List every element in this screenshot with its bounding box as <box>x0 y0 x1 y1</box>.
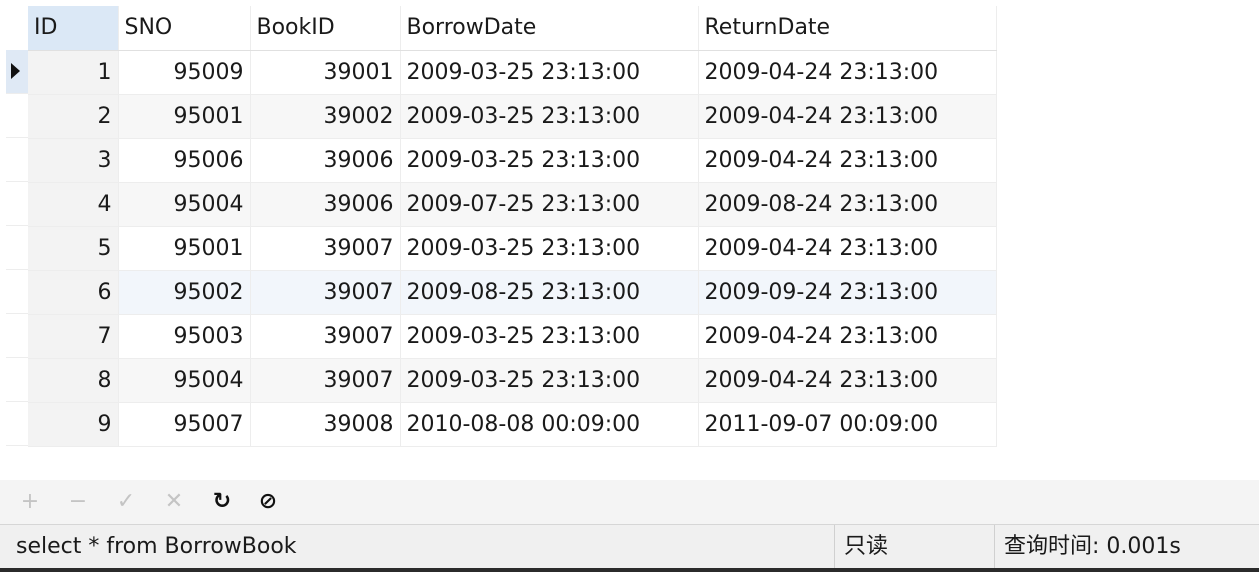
discard-changes-button[interactable]: ✕ <box>160 488 188 516</box>
table-row[interactable]: 2 95001 39002 2009-03-25 23:13:00 2009-04-24… <box>28 94 997 139</box>
row-indicator[interactable] <box>6 94 28 138</box>
cell-bookid[interactable]: 39001 <box>250 50 401 95</box>
cell-sno[interactable]: 95004 <box>118 182 251 227</box>
cell-id[interactable]: 4 <box>28 182 119 227</box>
apply-changes-button[interactable]: ✓ <box>112 488 140 516</box>
window-bottom-edge <box>0 568 1259 572</box>
cell-sno[interactable]: 95004 <box>118 358 251 403</box>
cell-borrow[interactable]: 2009-03-25 23:13:00 <box>400 314 699 359</box>
minus-icon: − <box>68 489 88 514</box>
cell-id[interactable]: 5 <box>28 226 119 271</box>
cell-id[interactable]: 7 <box>28 314 119 359</box>
row-indicator[interactable] <box>6 182 28 226</box>
table-row[interactable]: 8 95004 39007 2009-03-25 23:13:00 2009-04-24… <box>28 358 997 403</box>
column-header-borrow[interactable]: BorrowDate <box>400 6 699 51</box>
cell-borrow[interactable]: 2009-03-25 23:13:00 <box>400 138 699 183</box>
cell-borrow[interactable]: 2009-03-25 23:13:00 <box>400 50 699 95</box>
table-row[interactable]: 4 95004 39006 2009-07-25 23:13:00 2009-08-24… <box>28 182 997 227</box>
stop-button[interactable]: ⊘ <box>254 488 282 516</box>
cell-return[interactable]: 2009-04-24 23:13:00 <box>698 138 997 183</box>
cell-borrow[interactable]: 2009-03-25 23:13:00 <box>400 358 699 403</box>
table-row[interactable]: 9 95007 39008 2010-08-08 00:09:00 2011-09-07… <box>28 402 997 447</box>
cell-id[interactable]: 1 <box>28 50 119 95</box>
table-row[interactable]: 3 95006 39006 2009-03-25 23:13:00 2009-04-24… <box>28 138 997 183</box>
cell-sno[interactable]: 95009 <box>118 50 251 95</box>
grid-toolbar: + − ✓ ✕ ↻ ⊘ <box>0 480 1259 524</box>
column-header-sno[interactable]: SNO <box>118 6 251 51</box>
column-header-return[interactable]: ReturnDate <box>698 6 997 51</box>
cell-return[interactable]: 2011-09-07 00:09:00 <box>698 402 997 447</box>
result-grid[interactable]: ID SNO BookID BorrowDate ReturnDate 1 95009 39… <box>0 0 1259 480</box>
data-table[interactable]: ID SNO BookID BorrowDate ReturnDate 1 95009 39… <box>28 6 997 447</box>
cell-bookid[interactable]: 39008 <box>250 402 401 447</box>
cell-id[interactable]: 9 <box>28 402 119 447</box>
table-header-row: ID SNO BookID BorrowDate ReturnDate <box>28 6 997 51</box>
cell-sno[interactable]: 95003 <box>118 314 251 359</box>
status-readonly-text: 只读 <box>844 534 889 559</box>
cell-return[interactable]: 2009-04-24 23:13:00 <box>698 50 997 95</box>
column-header-id[interactable]: ID <box>28 6 119 51</box>
cell-bookid[interactable]: 39007 <box>250 314 401 359</box>
cell-borrow[interactable]: 2009-07-25 23:13:00 <box>400 182 699 227</box>
cell-sno[interactable]: 95002 <box>118 270 251 315</box>
add-record-button[interactable]: + <box>16 488 44 516</box>
cell-id[interactable]: 6 <box>28 270 119 315</box>
cell-id[interactable]: 2 <box>28 94 119 139</box>
status-query-text: select * from BorrowBook <box>16 534 297 559</box>
cell-return[interactable]: 2009-04-24 23:13:00 <box>698 358 997 403</box>
cell-return[interactable]: 2009-09-24 23:13:00 <box>698 270 997 315</box>
row-indicator-column <box>6 6 29 446</box>
row-indicator[interactable] <box>6 226 28 270</box>
cell-borrow[interactable]: 2009-03-25 23:13:00 <box>400 94 699 139</box>
row-indicator[interactable] <box>6 50 28 94</box>
refresh-button[interactable]: ↻ <box>208 488 236 516</box>
stop-icon: ⊘ <box>258 489 278 514</box>
cell-id[interactable]: 8 <box>28 358 119 403</box>
cell-sno[interactable]: 95001 <box>118 226 251 271</box>
cell-return[interactable]: 2009-04-24 23:13:00 <box>698 314 997 359</box>
table-row[interactable]: 1 95009 39001 2009-03-25 23:13:00 2009-04-24… <box>28 50 997 95</box>
cross-icon: ✕ <box>164 489 184 514</box>
row-indicator[interactable] <box>6 138 28 182</box>
cell-bookid[interactable]: 39006 <box>250 138 401 183</box>
row-indicator[interactable] <box>6 270 28 314</box>
cell-borrow[interactable]: 2009-08-25 23:13:00 <box>400 270 699 315</box>
cell-return[interactable]: 2009-08-24 23:13:00 <box>698 182 997 227</box>
cell-sno[interactable]: 95001 <box>118 94 251 139</box>
plus-icon: + <box>20 489 40 514</box>
status-query-time: 查询时间: 0.001s <box>1004 534 1181 559</box>
column-header-bookid[interactable]: BookID <box>250 6 401 51</box>
check-icon: ✓ <box>116 489 136 514</box>
cell-sno[interactable]: 95006 <box>118 138 251 183</box>
table-row[interactable]: 6 95002 39007 2009-08-25 23:13:00 2009-09-24… <box>28 270 997 315</box>
cell-return[interactable]: 2009-04-24 23:13:00 <box>698 226 997 271</box>
row-indicator[interactable] <box>6 314 28 358</box>
cell-bookid[interactable]: 39006 <box>250 182 401 227</box>
cell-bookid[interactable]: 39002 <box>250 94 401 139</box>
cell-borrow[interactable]: 2009-03-25 23:13:00 <box>400 226 699 271</box>
cell-bookid[interactable]: 39007 <box>250 270 401 315</box>
table-row[interactable]: 5 95001 39007 2009-03-25 23:13:00 2009-04-24… <box>28 226 997 271</box>
status-divider <box>834 525 835 568</box>
row-indicator[interactable] <box>6 402 28 446</box>
status-bar: select * from BorrowBook 只读 查询时间: 0.001s <box>0 524 1259 568</box>
delete-record-button[interactable]: − <box>64 488 92 516</box>
cell-sno[interactable]: 95007 <box>118 402 251 447</box>
refresh-icon: ↻ <box>212 489 232 514</box>
row-indicator[interactable] <box>6 358 28 402</box>
current-row-arrow-icon <box>11 63 20 79</box>
cell-return[interactable]: 2009-04-24 23:13:00 <box>698 94 997 139</box>
cell-borrow[interactable]: 2010-08-08 00:09:00 <box>400 402 699 447</box>
status-divider <box>994 525 995 568</box>
cell-id[interactable]: 3 <box>28 138 119 183</box>
cell-bookid[interactable]: 39007 <box>250 226 401 271</box>
table-row[interactable]: 7 95003 39007 2009-03-25 23:13:00 2009-04-24… <box>28 314 997 359</box>
cell-bookid[interactable]: 39007 <box>250 358 401 403</box>
